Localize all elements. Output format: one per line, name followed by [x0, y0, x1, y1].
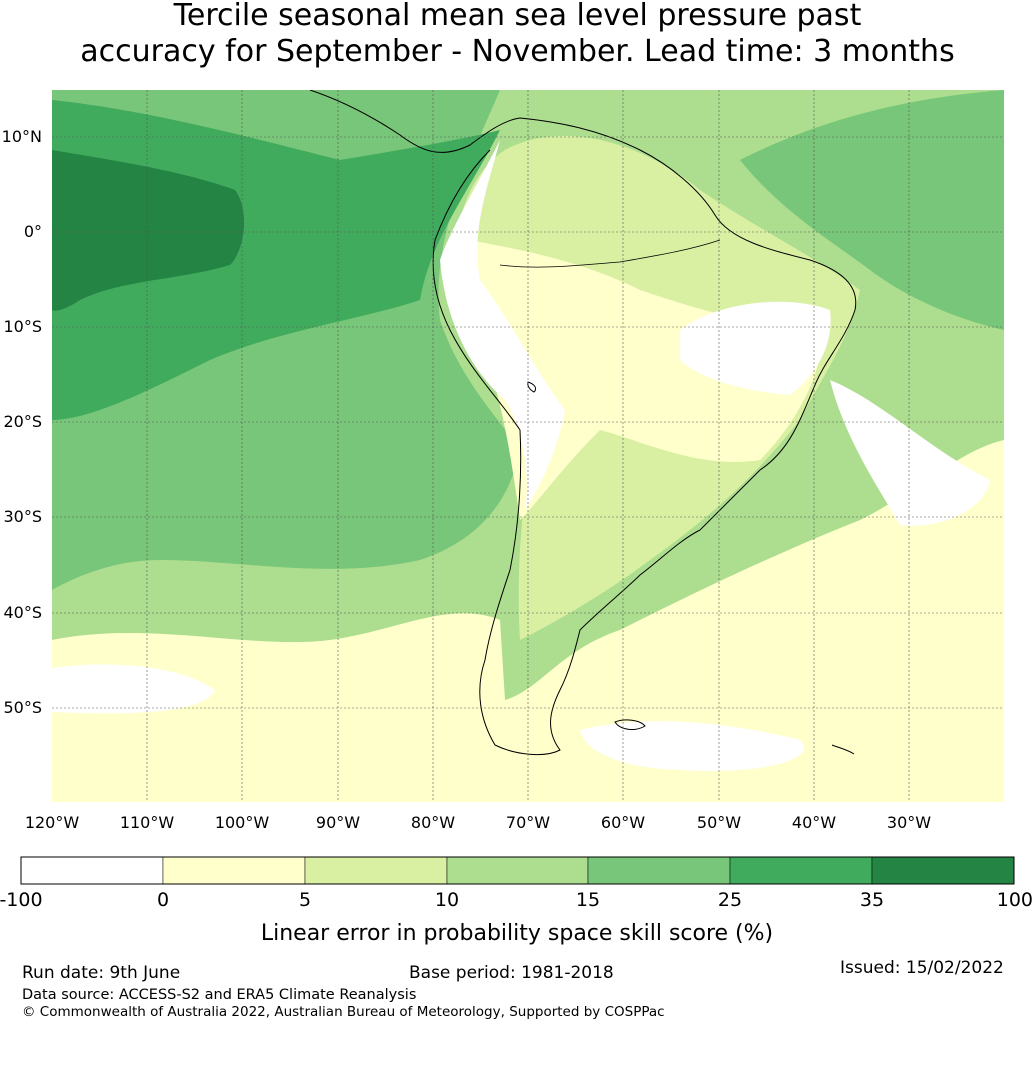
lat-label-30s: 30°S [3, 507, 42, 526]
lon-label-60w: 60°W [601, 813, 645, 832]
colorbar-tick-1: 0 [157, 889, 169, 911]
base-period: Base period: 1981-2018 [409, 963, 614, 983]
skill-zone-min-south-1 [52, 664, 215, 714]
lat-label-50s: 50°S [3, 698, 42, 717]
colorbar-tick-5: 25 [718, 889, 742, 911]
colorbar-frame [20, 856, 1015, 885]
continent-outline [309, 90, 857, 755]
lon-label-70w: 70°W [506, 813, 550, 832]
lat-label-20s: 20°S [3, 412, 42, 431]
data-source: Data source: ACCESS-S2 and ERA5 Climate … [22, 987, 417, 1003]
title-line-2: accuracy for September - November. Lead … [80, 34, 955, 69]
lon-label-40w: 40°W [792, 813, 836, 832]
lon-label-50w: 50°W [697, 813, 741, 832]
colorbar-label: Linear error in probability space skill … [261, 921, 773, 946]
lon-label-90w: 90°W [316, 813, 360, 832]
lat-label-0: 0° [24, 222, 42, 241]
colorbar-bin-1 [162, 856, 306, 885]
colorbar-tick-3: 10 [435, 889, 459, 911]
gridlines [52, 90, 1004, 802]
copyright: © Commonwealth of Australia 2022, Austra… [22, 1004, 665, 1020]
lon-label-30w: 30°W [887, 813, 931, 832]
lon-label-100w: 100°W [215, 813, 270, 832]
run-date: Run date: 9th June [22, 963, 181, 983]
falkland-islands [614, 719, 646, 730]
lat-label-40s: 40°S [3, 603, 42, 622]
colorbar-bin-6 [871, 856, 1015, 885]
skill-zone-medium-ne [740, 90, 1004, 330]
lat-label-10n: 10°N [2, 127, 42, 146]
lon-label-120w: 120°W [25, 813, 80, 832]
colorbar-tick-0: -100 [0, 889, 43, 911]
colorbar-bin-0 [20, 856, 164, 885]
colorbar-tick-7: 100 [997, 889, 1033, 911]
south-georgia [831, 744, 855, 755]
skill-map [52, 90, 1004, 802]
colorbar-bin-3 [446, 856, 589, 885]
amazon-river [499, 239, 721, 268]
longitude-labels: 120°W 110°W 100°W 90°W 80°W 70°W 60°W 50… [25, 813, 931, 832]
lake-titicaca [527, 381, 537, 393]
skill-zone-low-south [52, 440, 1004, 802]
skill-zone-min-east [830, 380, 990, 526]
skill-zone-min-south-2 [580, 721, 804, 771]
issued-date: Issued: 15/02/2022 [840, 958, 1004, 978]
colorbar-bin-4 [587, 856, 731, 885]
skill-zone-min-continent [680, 301, 831, 395]
latitude-labels: 10°N 0° 10°S 20°S 30°S 40°S 50°S [2, 127, 42, 717]
colorbar-tick-4: 15 [576, 889, 600, 911]
colorbar-tick-6: 35 [860, 889, 884, 911]
lon-label-80w: 80°W [411, 813, 455, 832]
colorbar: -100 0 5 10 15 25 35 100 Linear error in… [0, 856, 1033, 946]
colorbar-tick-2: 5 [299, 889, 311, 911]
lat-label-10s: 10°S [3, 317, 42, 336]
colorbar-bin-5 [729, 856, 873, 885]
title-line-1: Tercile seasonal mean sea level pressure… [173, 0, 862, 33]
skill-zone-max-west [52, 150, 245, 311]
colorbar-bin-2 [304, 856, 448, 885]
skill-zone-min-andes [440, 140, 565, 510]
lon-label-110w: 110°W [120, 813, 175, 832]
